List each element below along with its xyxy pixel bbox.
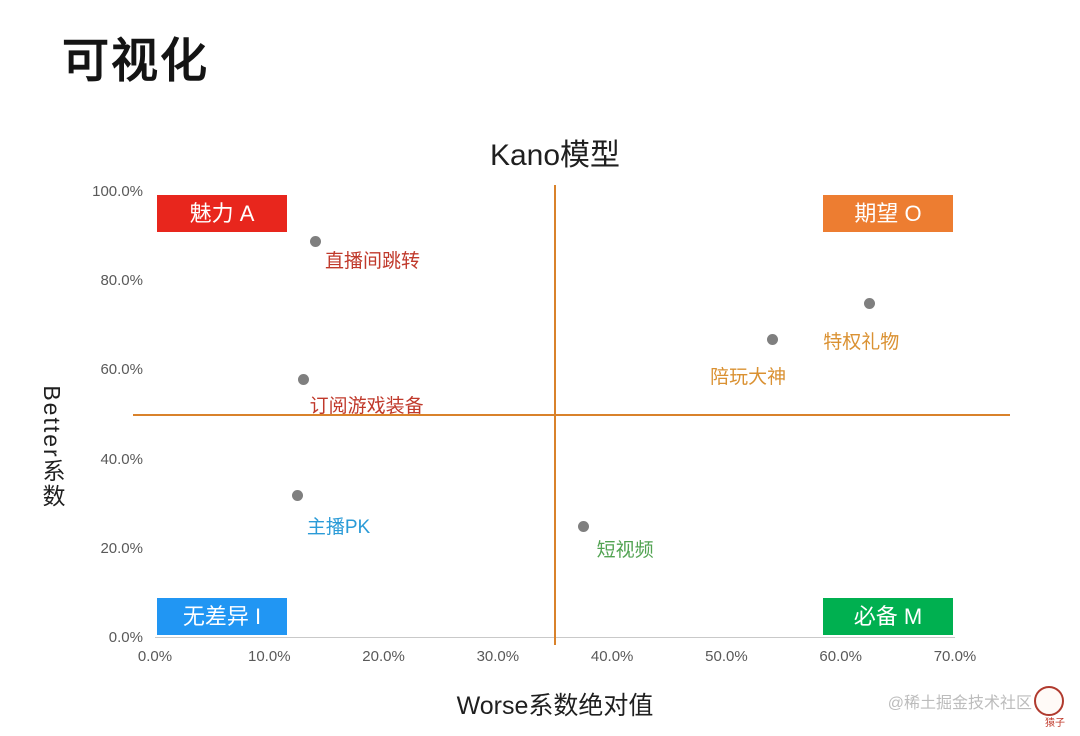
data-point [292,489,304,501]
quadrant-label-indifferent: 无差异 I [157,598,287,635]
data-point-label: 陪玩大神 [710,367,787,389]
data-point-label: 主播PK [306,517,371,539]
data-point [578,521,590,532]
x-axis-tick-label: 70.0% [933,648,977,665]
x-axis-tick-label: 0.0% [137,648,173,665]
data-point [298,373,310,385]
y-axis-tick-label: 80.0% [100,272,143,290]
quadrant-label-must-be: 必备 M [823,598,953,635]
watermark-avatar-icon: 猿子 [1034,686,1065,729]
data-point-label: 短视频 [596,539,654,561]
watermark-badge-label: 猿子 [1045,718,1065,729]
y-axis-title: Better系数 [39,385,65,509]
x-axis-tick-label: 20.0% [362,648,405,665]
x-axis-tick-label: 30.0% [476,648,520,665]
x-axis-tick-label: 50.0% [705,648,748,665]
y-axis-tick-label: 20.0% [100,539,143,557]
data-point-label: 特权礼物 [823,331,900,353]
data-point [309,235,321,247]
y-axis-tick-label: 0.0% [108,629,143,646]
data-point [863,298,875,309]
crosshair-horizontal-line [133,414,1010,416]
x-axis-tick-label: 40.0% [590,648,634,665]
plot-area: 魅力 A 期望 O 无差异 I 必备 M 0.0% 10.0% 20.0% 30.0%… [92,183,1010,665]
x-axis-title: Worse系数绝对值 [456,692,654,720]
x-axis-tick-label: 60.0% [819,648,862,665]
data-point-label: 直播间跳转 [325,251,421,273]
y-axis-tick-label: 100.0% [92,183,143,200]
data-point-label: 订阅游戏装备 [309,396,424,418]
quadrant-label-expected: 期望 O [823,195,953,232]
data-point [766,333,778,345]
y-axis-tick-label: 40.0% [100,450,143,468]
watermark: @稀土掘金技术社区 猿子 [887,686,1065,729]
quadrant-label-attractive: 魅力 A [157,195,287,232]
watermark-text: @稀土掘金技术社区 [887,695,1032,712]
chart-title: Kano模型 [489,139,621,172]
page-title: 可视化 [62,34,209,87]
x-axis-tick-label: 10.0% [248,648,291,665]
crosshair-vertical-line [554,185,556,645]
y-axis-tick-label: 60.0% [100,361,143,379]
